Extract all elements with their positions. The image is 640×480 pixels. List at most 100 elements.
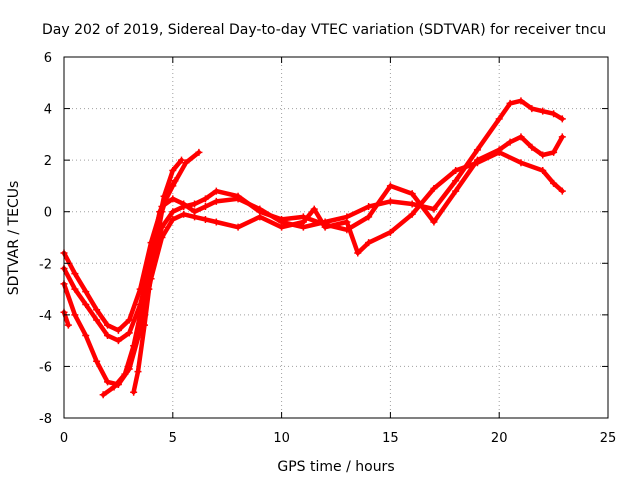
data-point [125, 329, 133, 337]
data-point [169, 166, 177, 174]
data-point [234, 192, 242, 200]
data-point [212, 197, 220, 205]
series-layer [60, 97, 566, 399]
x-tick-label: 10 [273, 431, 290, 446]
data-point [82, 288, 90, 296]
series-track-1 [61, 98, 565, 333]
data-point [408, 200, 416, 208]
data-point [151, 244, 159, 252]
data-point [386, 182, 394, 190]
data-point [234, 223, 242, 231]
data-point [134, 368, 142, 376]
data-point [506, 99, 514, 107]
data-point [310, 205, 318, 213]
data-point [82, 301, 90, 309]
data-point [365, 213, 373, 221]
data-point [138, 326, 146, 334]
data-point [158, 208, 166, 216]
data-point [452, 177, 460, 185]
data-point [558, 187, 566, 195]
data-point [528, 143, 536, 151]
series-track-3 [61, 150, 565, 387]
data-point [104, 378, 112, 386]
y-tick-label: -6 [39, 360, 52, 375]
data-point [386, 197, 394, 205]
data-point [180, 210, 188, 218]
x-tick-label: 0 [60, 431, 68, 446]
data-point [558, 133, 566, 141]
y-tick-label: 0 [44, 206, 52, 221]
data-point [114, 326, 122, 334]
data-point [558, 115, 566, 123]
data-point [93, 357, 101, 365]
grid [64, 57, 608, 418]
data-point [550, 148, 558, 156]
data-point [539, 151, 547, 159]
data-point [71, 285, 79, 293]
data-point [178, 156, 186, 164]
series-track-4 [100, 150, 202, 398]
data-point [430, 185, 438, 193]
data-point [212, 218, 220, 226]
data-point [430, 218, 438, 226]
data-point [321, 223, 329, 231]
x-tick-label: 15 [382, 431, 399, 446]
data-point [495, 115, 503, 123]
data-point [256, 213, 264, 221]
data-point [114, 337, 122, 345]
chart-title: Day 202 of 2019, Sidereal Day-to-day VTE… [42, 22, 606, 38]
data-point [93, 306, 101, 314]
data-point [145, 285, 153, 293]
data-point [158, 234, 166, 241]
y-tick-label: 4 [44, 103, 52, 118]
data-point [430, 205, 438, 213]
data-point [452, 166, 460, 174]
data-point [182, 159, 190, 167]
data-point [473, 159, 481, 167]
y-tick-label: -4 [39, 309, 52, 324]
data-point [93, 316, 101, 324]
data-point [201, 215, 209, 223]
data-point [171, 177, 179, 185]
data-point [82, 331, 90, 339]
data-point [473, 146, 481, 154]
data-point [191, 200, 199, 208]
plot-frame [63, 56, 609, 419]
data-point [201, 203, 209, 211]
data-point [278, 223, 286, 231]
data-point [528, 105, 536, 113]
data-point [550, 110, 558, 118]
data-point [517, 159, 525, 167]
data-point [169, 195, 177, 203]
series-track-6 [140, 178, 178, 333]
data-point [99, 391, 107, 399]
data-point [343, 218, 351, 226]
data-point [365, 203, 373, 211]
data-point [201, 195, 209, 203]
y-tick-label: 2 [44, 154, 52, 169]
series-track-5 [131, 157, 184, 395]
data-point [278, 215, 286, 223]
data-point [130, 388, 138, 396]
series-track-2 [61, 134, 565, 343]
data-point [195, 148, 203, 156]
y-axis-label: SDTVAR / TECUs [6, 181, 22, 296]
data-point [365, 239, 373, 247]
data-point [495, 148, 503, 156]
data-point [408, 210, 416, 218]
y-tick-label: -8 [39, 412, 52, 427]
data-point [104, 331, 112, 339]
x-axis-label: GPS time / hours [277, 459, 394, 475]
data-point [354, 249, 362, 257]
data-point [110, 383, 118, 391]
data-point [164, 187, 172, 195]
data-point [71, 311, 79, 319]
data-point [191, 213, 199, 221]
data-point [212, 187, 220, 195]
data-point [386, 228, 394, 236]
data-point [539, 166, 547, 174]
axis-ticks: 0 5 10 15 20 25 -8 -6 -4 -2 0 2 4 6 [39, 51, 616, 446]
data-point [180, 203, 188, 211]
y-tick-label: 6 [44, 51, 52, 66]
